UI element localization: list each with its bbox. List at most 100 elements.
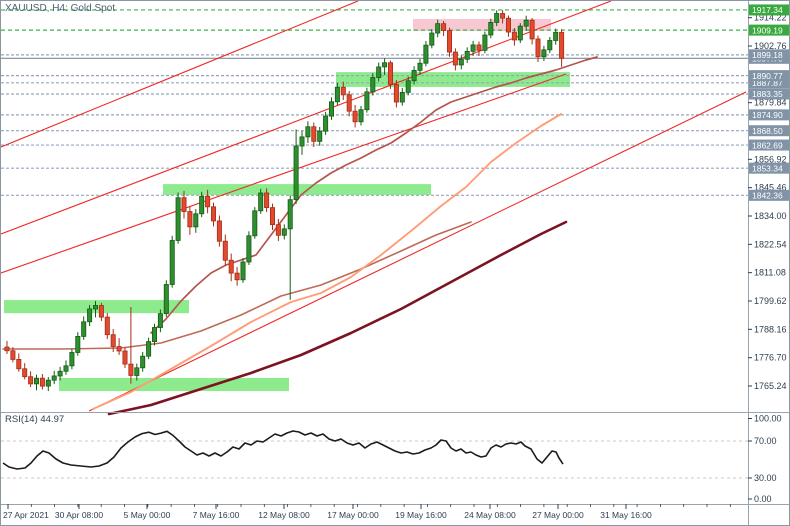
candle-body	[328, 101, 334, 117]
candle-body	[435, 23, 441, 34]
price-level-badge-text: 1883.35	[752, 89, 783, 99]
price-axis-tick-label: 1765.24	[754, 381, 787, 391]
candle-body	[110, 334, 116, 347]
candle-body	[411, 69, 417, 82]
candle-body	[57, 370, 63, 377]
candle-body	[423, 44, 429, 64]
rsi-axis-label: 30.00	[754, 473, 777, 483]
candle-body	[299, 136, 305, 147]
trendline-2[interactable]	[1, 1, 612, 235]
price-level-badge-text: 1890.77	[752, 71, 783, 81]
trendline-3[interactable]	[1, 73, 567, 274]
trendline-4[interactable]	[88, 91, 747, 412]
price-axis[interactable]: 1914.22 1902.76 1879.84 1856.92 1845.46 1834.…	[748, 4, 790, 391]
candle-body	[517, 25, 523, 41]
price-axis-tick-label: 1834.00	[754, 211, 787, 221]
candle-body	[93, 305, 99, 310]
candle-body	[500, 13, 506, 19]
candle-body	[293, 145, 299, 201]
candle-body	[16, 358, 22, 370]
candle-body	[151, 327, 157, 342]
candle-body	[405, 80, 411, 93]
candle-body	[169, 240, 175, 285]
candle-body	[216, 220, 222, 242]
candle-body	[281, 228, 287, 236]
candle-body	[222, 240, 228, 261]
candle-body	[246, 235, 252, 263]
rsi-line	[2, 430, 564, 470]
candle-body	[470, 44, 476, 52]
candle-body	[523, 19, 529, 27]
candle-body	[116, 346, 122, 352]
price-level-badge-text: 1909.19	[752, 25, 783, 35]
candle-body	[417, 62, 423, 71]
candle-body	[446, 30, 452, 53]
time-axis-label: 31 May 16:00	[600, 510, 652, 520]
candle-body	[128, 363, 134, 376]
price-pane[interactable]	[1, 1, 748, 416]
rsi-axis-label: 100.00	[754, 414, 782, 424]
demand-zone-1765[interactable]	[59, 377, 289, 392]
candle-body	[488, 22, 494, 36]
candle-body	[140, 355, 146, 369]
candle-body	[22, 368, 28, 378]
candle-body	[275, 224, 281, 236]
candle-body	[134, 367, 140, 376]
trendline-1[interactable]	[1, 1, 359, 148]
candle-body	[505, 17, 511, 33]
price-axis-tick-label: 1822.54	[754, 239, 787, 249]
candle-body	[541, 49, 547, 58]
candle-body	[69, 352, 75, 367]
candle-body	[399, 91, 405, 103]
candle-body	[181, 197, 187, 212]
candle-body	[187, 211, 193, 228]
ma-maroon-line	[107, 220, 568, 416]
price-axis-tick-label: 1788.16	[754, 324, 787, 334]
candle-body	[441, 23, 447, 31]
candle-body	[382, 62, 388, 68]
candle-body	[104, 316, 110, 336]
time-axis[interactable]: 27 Apr 2021 30 Apr 08:00 5 May 00:00 7 May …	[3, 504, 731, 520]
candle-body	[393, 84, 399, 103]
ma-slow-line	[2, 221, 472, 350]
candle-body	[352, 110, 358, 123]
candle-body	[340, 86, 346, 96]
candle-body	[364, 91, 370, 111]
candle-body	[346, 94, 352, 112]
time-axis-label: 30 Apr 08:00	[55, 510, 103, 520]
candle-body	[334, 86, 340, 103]
candle-body	[358, 109, 364, 123]
candle-body	[458, 58, 464, 66]
price-level-badge	[749, 4, 789, 16]
candle-body	[387, 62, 393, 85]
candle-body	[311, 126, 317, 142]
price-level-badge	[749, 189, 789, 201]
resistance-zone[interactable]	[413, 18, 551, 32]
price-axis-tick-label: 1811.08	[754, 268, 786, 278]
time-axis-label: 12 May 08:00	[258, 510, 310, 520]
candle-body	[494, 13, 500, 23]
candle-body	[317, 130, 323, 142]
candle-body	[553, 31, 559, 41]
candle-body	[240, 261, 246, 281]
candle-body	[210, 206, 216, 222]
candle-body	[559, 31, 565, 59]
time-axis-label: 5 May 00:00	[124, 510, 171, 520]
candle-body	[87, 308, 93, 323]
candle-body	[199, 195, 205, 215]
candle-body	[452, 51, 458, 66]
candle-body	[258, 192, 264, 212]
candle-body	[228, 259, 234, 274]
price-axis-tick-label: 1914.22	[754, 13, 787, 23]
price-level-badge	[749, 139, 789, 151]
candle-body	[28, 376, 34, 385]
price-level-badge-text: 1862.69	[752, 140, 783, 150]
candle-body	[163, 284, 169, 315]
rsi-pane[interactable]: 100.00 70.00 30.00 0.00	[1, 414, 782, 505]
candlestick-series	[4, 10, 565, 392]
price-level-badge-text: 1899.18	[752, 50, 783, 60]
price-level-badge-text: 1868.50	[752, 126, 783, 136]
candle-body	[98, 305, 104, 318]
